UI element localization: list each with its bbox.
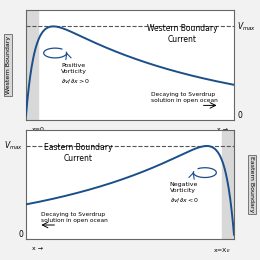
Bar bbox=[222, 130, 234, 239]
Text: 0: 0 bbox=[18, 230, 23, 239]
Text: Western Boundary
Current: Western Boundary Current bbox=[147, 23, 217, 44]
Text: Western Boundary: Western Boundary bbox=[6, 36, 11, 94]
Text: Decaying to Sverdrup
solution in open ocean: Decaying to Sverdrup solution in open oc… bbox=[41, 212, 107, 223]
Text: 0: 0 bbox=[237, 111, 242, 120]
Text: x →: x → bbox=[217, 127, 228, 132]
Text: $V_{max}$: $V_{max}$ bbox=[237, 20, 256, 33]
Text: x →: x → bbox=[32, 246, 43, 251]
Text: Decaying to Sverdrup
solution in open ocean: Decaying to Sverdrup solution in open oc… bbox=[151, 92, 218, 103]
Text: x=X$_E$: x=X$_E$ bbox=[212, 246, 231, 255]
Text: $V_{max}$: $V_{max}$ bbox=[4, 140, 23, 152]
Text: Negative
Vorticity
$\partial v/\partial x < 0$: Negative Vorticity $\partial v/\partial … bbox=[170, 182, 199, 204]
Text: x=0: x=0 bbox=[32, 127, 45, 132]
Text: Positive
Vorticity
$\partial v/\partial x > 0$: Positive Vorticity $\partial v/\partial … bbox=[61, 63, 90, 85]
Text: Eastern Boundary: Eastern Boundary bbox=[249, 157, 254, 213]
Bar bbox=[26, 10, 38, 120]
Text: Eastern Boundary
Current: Eastern Boundary Current bbox=[44, 143, 112, 163]
